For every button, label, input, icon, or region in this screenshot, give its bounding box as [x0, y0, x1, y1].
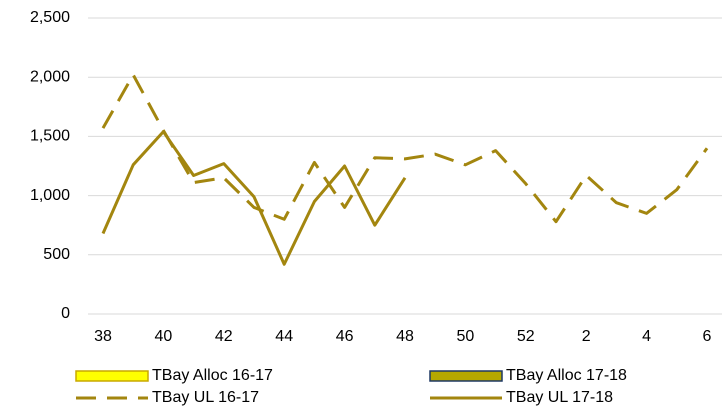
y-tick-label: 0	[61, 305, 70, 322]
x-tick-label: 2	[582, 328, 591, 345]
legend-swatch	[75, 370, 149, 382]
x-tick-label: 4	[642, 328, 651, 345]
legend-label: TBay UL 16-17	[152, 389, 259, 406]
series-line	[101, 73, 709, 224]
x-tick-label: 44	[275, 328, 293, 345]
y-tick-label: 2,500	[30, 9, 70, 26]
y-tick-label: 1,500	[30, 128, 70, 145]
y-tick-label: 2,000	[30, 68, 70, 85]
x-tick-label: 40	[155, 328, 173, 345]
legend-label: TBay Alloc 17-18	[506, 367, 627, 384]
x-tick-label: 52	[517, 328, 535, 345]
y-tick-label: 1,000	[30, 187, 70, 204]
legend-swatch	[429, 370, 503, 382]
legend-label: TBay Alloc 16-17	[152, 367, 273, 384]
x-tick-label: 48	[396, 328, 414, 345]
y-tick-label: 500	[43, 246, 70, 263]
series-line	[101, 130, 407, 266]
legend-label: TBay UL 17-18	[506, 389, 613, 406]
x-tick-label: 42	[215, 328, 233, 345]
x-tick-label: 50	[457, 328, 475, 345]
x-tick-label: 46	[336, 328, 354, 345]
x-tick-label: 38	[94, 328, 112, 345]
x-tick-label: 6	[703, 328, 712, 345]
